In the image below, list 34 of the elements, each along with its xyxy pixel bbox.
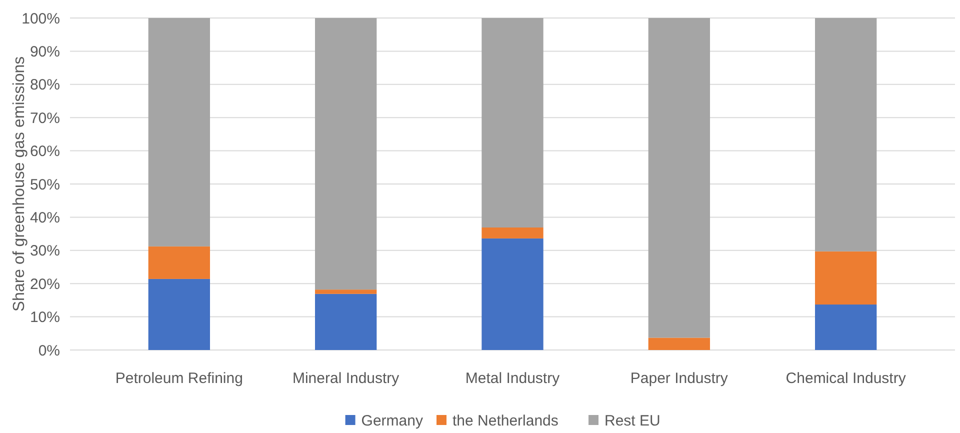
bar xyxy=(482,227,544,238)
bar xyxy=(315,294,377,350)
bar xyxy=(815,251,877,305)
x-tick-label: Paper Industry xyxy=(630,370,728,387)
x-tick-label: Chemical Industry xyxy=(786,370,906,387)
bar xyxy=(482,18,544,228)
bar xyxy=(648,18,710,338)
x-tick-label: Metal Industry xyxy=(465,370,560,387)
y-tick-label: 20% xyxy=(30,276,60,293)
y-tick-label: 90% xyxy=(30,43,60,60)
bar xyxy=(648,338,710,350)
legend-label: Germany xyxy=(361,412,424,430)
bar xyxy=(315,290,377,294)
legend-label: Rest EU xyxy=(604,412,660,430)
x-tick-label: Petroleum Refining xyxy=(115,370,243,387)
bar xyxy=(148,246,210,279)
y-tick-label: 40% xyxy=(30,209,60,226)
y-tick-label: 50% xyxy=(30,176,60,194)
bar xyxy=(815,304,877,350)
x-tick-label: Mineral Industry xyxy=(292,370,400,387)
bar xyxy=(148,278,210,350)
bar xyxy=(148,18,210,246)
y-tick-label: 80% xyxy=(30,76,60,94)
y-tick-label: 60% xyxy=(30,143,60,160)
bar xyxy=(815,18,877,252)
y-tick-label: 70% xyxy=(30,110,60,127)
y-tick-label: 10% xyxy=(30,309,60,326)
bar xyxy=(482,238,544,350)
y-tick-label: 100% xyxy=(22,10,60,28)
y-tick-label: 30% xyxy=(30,242,60,260)
legend-label: the Netherlands xyxy=(452,412,558,430)
y-tick-label: 0% xyxy=(38,342,60,360)
bar xyxy=(315,18,377,290)
y-axis-title: Share of greenhouse gas emissions xyxy=(11,56,28,312)
